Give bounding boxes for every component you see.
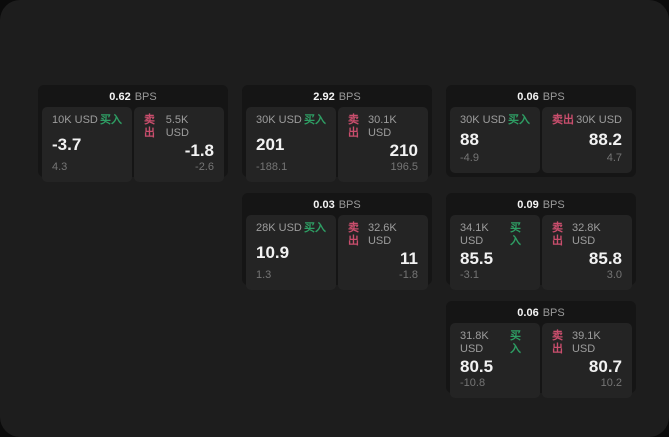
delta-value: -3.1	[460, 269, 479, 281]
sell-side-label: 卖出	[144, 114, 155, 139]
quote-price: 11	[400, 249, 418, 268]
sell-side-label: 卖出	[348, 114, 359, 139]
delta-value: -10.8	[460, 377, 486, 389]
buy-side-label: 买入	[510, 330, 522, 355]
bps-unit: BPS	[542, 307, 565, 319]
bps-unit: BPS	[338, 91, 361, 103]
sell-quote-panel[interactable]: 卖出 39.1K USD 80.7 10.2	[542, 323, 632, 398]
quote-price: -3.7	[52, 134, 82, 154]
quote-price: 201	[256, 134, 285, 154]
notional-label: 34.1K USD	[460, 222, 489, 247]
delta-value: -1.8	[399, 269, 418, 281]
notional-label: 30.1K USD	[367, 114, 397, 139]
notional-label: 30K USD	[576, 114, 622, 126]
sell-quote-panel[interactable]: 卖出 5.5K USD -1.8 -2.6	[134, 107, 224, 182]
notional-label: 30K USD	[460, 114, 506, 126]
quote-price: 210	[389, 141, 418, 160]
bps-value: 0.62	[109, 91, 131, 103]
buy-quote-panel[interactable]: 34.1K USD 买入 85.5 -3.1	[450, 215, 540, 290]
delta-value: -2.6	[195, 161, 214, 173]
sell-quote-panel[interactable]: 卖出 32.8K USD 85.8 3.0	[542, 215, 632, 290]
notional-label: 32.8K USD	[571, 222, 601, 247]
notional-label: 28K USD	[256, 222, 302, 234]
bps-header: 0.06 BPS	[450, 305, 632, 322]
bps-value: 0.06	[517, 91, 539, 103]
bps-header: 0.62 BPS	[42, 89, 224, 106]
quote-card: 0.06 BPS 31.8K USD 买入 80.5 -10.8 卖出 39.1…	[446, 301, 636, 398]
notional-label: 39.1K USD	[571, 330, 601, 355]
quotes-grid: 0.62 BPS 10K USD 买入 -3.7 4.3 卖出 5.5K USD	[38, 85, 636, 398]
buy-quote-panel[interactable]: 30K USD 买入 88 -4.9	[450, 107, 540, 173]
buy-quote-panel[interactable]: 31.8K USD 买入 80.5 -10.8	[450, 323, 540, 398]
delta-value: 4.7	[606, 152, 622, 164]
sell-side-label: 卖出	[552, 330, 563, 355]
delta-value: -4.9	[460, 152, 479, 164]
notional-label: 30K USD	[256, 114, 302, 126]
bps-unit: BPS	[542, 199, 565, 211]
notional-label: 31.8K USD	[460, 330, 489, 355]
bps-header: 0.09 BPS	[450, 197, 632, 214]
buy-side-label: 买入	[508, 114, 530, 126]
quote-card: 2.92 BPS 30K USD 买入 201 -188.1 卖出 30.1K …	[242, 85, 432, 182]
buy-side-label: 买入	[304, 114, 326, 126]
bps-unit: BPS	[338, 199, 361, 211]
bps-header: 0.03 BPS	[246, 197, 428, 214]
delta-value: 196.5	[390, 161, 418, 173]
bps-value: 2.92	[313, 91, 335, 103]
buy-side-label: 买入	[304, 222, 326, 234]
quote-price: 88	[460, 130, 479, 149]
quote-price: 85.5	[460, 249, 494, 268]
quote-card: 0.62 BPS 10K USD 买入 -3.7 4.3 卖出 5.5K USD	[38, 85, 228, 182]
delta-value: 1.3	[256, 269, 272, 281]
delta-value: 3.0	[606, 269, 622, 281]
buy-quote-panel[interactable]: 28K USD 买入 10.9 1.3	[246, 215, 336, 290]
bps-value: 0.09	[517, 199, 539, 211]
bps-value: 0.06	[517, 307, 539, 319]
bps-unit: BPS	[542, 91, 565, 103]
bps-unit: BPS	[134, 91, 157, 103]
sell-side-label: 卖出	[348, 222, 359, 247]
quote-card: 0.03 BPS 28K USD 买入 10.9 1.3 卖出 32.6K US…	[242, 193, 432, 290]
bps-header: 0.06 BPS	[450, 89, 632, 106]
bps-header: 2.92 BPS	[246, 89, 428, 106]
sell-quote-panel[interactable]: 卖出 30.1K USD 210 196.5	[338, 107, 428, 182]
quote-card: 0.06 BPS 30K USD 买入 88 -4.9 卖出 30K USD	[446, 85, 636, 177]
bps-value: 0.03	[313, 199, 335, 211]
delta-value: 4.3	[52, 161, 68, 173]
delta-value: 10.2	[600, 377, 622, 389]
sell-quote-panel[interactable]: 卖出 32.6K USD 11 -1.8	[338, 215, 428, 290]
sell-side-label: 卖出	[552, 114, 574, 126]
buy-quote-panel[interactable]: 30K USD 买入 201 -188.1	[246, 107, 336, 182]
quote-price: 10.9	[256, 242, 290, 262]
buy-side-label: 买入	[100, 114, 122, 126]
sell-quote-panel[interactable]: 卖出 30K USD 88.2 4.7	[542, 107, 632, 173]
quote-price: 80.7	[588, 357, 622, 376]
delta-value: -188.1	[256, 161, 288, 173]
quote-price: 85.8	[588, 249, 622, 268]
buy-quote-panel[interactable]: 10K USD 买入 -3.7 4.3	[42, 107, 132, 182]
notional-label: 32.6K USD	[367, 222, 397, 247]
quote-card: 0.09 BPS 34.1K USD 买入 85.5 -3.1 卖出 32.8K…	[446, 193, 636, 290]
quote-price: 88.2	[588, 130, 622, 149]
quote-price: 80.5	[460, 357, 494, 376]
notional-label: 5.5K USD	[165, 114, 189, 139]
notional-label: 10K USD	[52, 114, 98, 126]
buy-side-label: 买入	[510, 222, 522, 247]
quote-price: -1.8	[184, 141, 214, 160]
sell-side-label: 卖出	[552, 222, 563, 247]
